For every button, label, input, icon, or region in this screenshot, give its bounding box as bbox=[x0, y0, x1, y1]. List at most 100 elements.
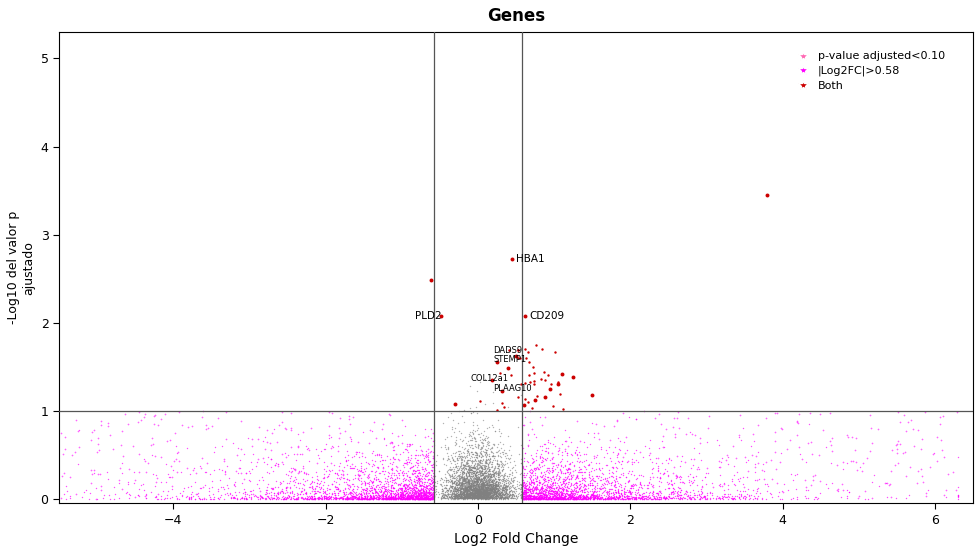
Point bbox=[461, 484, 476, 493]
Point bbox=[451, 479, 466, 488]
Point bbox=[395, 488, 411, 497]
Point bbox=[478, 457, 494, 466]
Point bbox=[409, 493, 424, 502]
Point bbox=[496, 485, 512, 494]
Point bbox=[311, 479, 326, 488]
Point bbox=[458, 480, 473, 489]
Point bbox=[416, 492, 432, 501]
Point bbox=[612, 494, 628, 503]
Point bbox=[495, 466, 511, 474]
Point bbox=[466, 461, 481, 470]
Point bbox=[349, 484, 365, 493]
Point bbox=[270, 488, 285, 497]
Point bbox=[480, 491, 496, 500]
Point bbox=[411, 489, 426, 498]
Point bbox=[665, 422, 681, 431]
Point bbox=[608, 482, 623, 491]
Point bbox=[699, 494, 714, 503]
Point bbox=[466, 478, 482, 487]
Point bbox=[457, 473, 472, 482]
Point bbox=[388, 491, 404, 500]
Point bbox=[465, 482, 480, 491]
Point bbox=[560, 494, 575, 503]
Point bbox=[407, 481, 422, 490]
Point bbox=[466, 489, 482, 498]
Point bbox=[472, 465, 488, 474]
Point bbox=[457, 494, 472, 503]
Point bbox=[588, 472, 604, 481]
Point bbox=[412, 486, 427, 495]
Point bbox=[327, 494, 343, 503]
Point bbox=[270, 489, 285, 498]
Point bbox=[537, 472, 553, 481]
Point bbox=[416, 494, 432, 503]
Point bbox=[572, 493, 588, 502]
Point bbox=[537, 413, 553, 421]
Point bbox=[443, 483, 459, 492]
Point bbox=[462, 490, 477, 499]
Point bbox=[489, 470, 505, 479]
Point bbox=[479, 480, 495, 489]
Point bbox=[460, 476, 475, 485]
Point bbox=[414, 494, 429, 503]
Point bbox=[363, 492, 378, 501]
Point bbox=[461, 460, 476, 469]
Point bbox=[337, 440, 353, 448]
Point bbox=[481, 491, 497, 500]
Point bbox=[550, 468, 565, 477]
Point bbox=[521, 493, 537, 502]
Point bbox=[412, 473, 427, 482]
Point bbox=[278, 494, 294, 503]
Point bbox=[472, 491, 488, 499]
Point bbox=[464, 491, 479, 499]
Point bbox=[339, 494, 355, 503]
Point bbox=[551, 492, 566, 501]
Point bbox=[490, 477, 506, 486]
Point bbox=[463, 482, 478, 491]
Point bbox=[345, 491, 361, 500]
Point bbox=[348, 493, 364, 502]
Point bbox=[475, 491, 491, 499]
Point bbox=[482, 484, 498, 493]
Point bbox=[490, 493, 506, 502]
Point bbox=[477, 474, 493, 483]
Point bbox=[461, 491, 476, 499]
Point bbox=[462, 493, 477, 502]
Point bbox=[447, 493, 463, 502]
Point bbox=[396, 481, 412, 490]
Point bbox=[479, 492, 495, 500]
Point bbox=[656, 493, 671, 502]
Point bbox=[461, 493, 476, 502]
Point bbox=[577, 462, 593, 471]
Point bbox=[383, 490, 399, 499]
Point bbox=[318, 440, 334, 448]
Point bbox=[464, 488, 479, 497]
Point bbox=[469, 483, 485, 492]
Point bbox=[570, 491, 586, 499]
Point bbox=[564, 474, 579, 483]
Point bbox=[481, 466, 497, 475]
Point bbox=[473, 468, 489, 477]
Point bbox=[823, 459, 839, 468]
Point bbox=[554, 494, 569, 503]
Point bbox=[457, 493, 472, 502]
Point bbox=[254, 492, 270, 501]
Point bbox=[657, 493, 672, 502]
Point bbox=[464, 476, 479, 484]
Point bbox=[409, 494, 424, 503]
Point bbox=[466, 493, 482, 502]
Point bbox=[454, 479, 469, 488]
Point bbox=[440, 444, 456, 452]
Point bbox=[476, 481, 492, 489]
Point bbox=[385, 492, 401, 501]
Point bbox=[329, 485, 345, 494]
Point bbox=[298, 487, 314, 496]
Point bbox=[378, 492, 394, 501]
Point bbox=[541, 490, 557, 499]
Point bbox=[56, 449, 72, 458]
Point bbox=[455, 468, 470, 477]
Point bbox=[120, 420, 135, 429]
Point bbox=[543, 474, 559, 483]
Point bbox=[416, 474, 432, 483]
Point bbox=[451, 492, 466, 501]
